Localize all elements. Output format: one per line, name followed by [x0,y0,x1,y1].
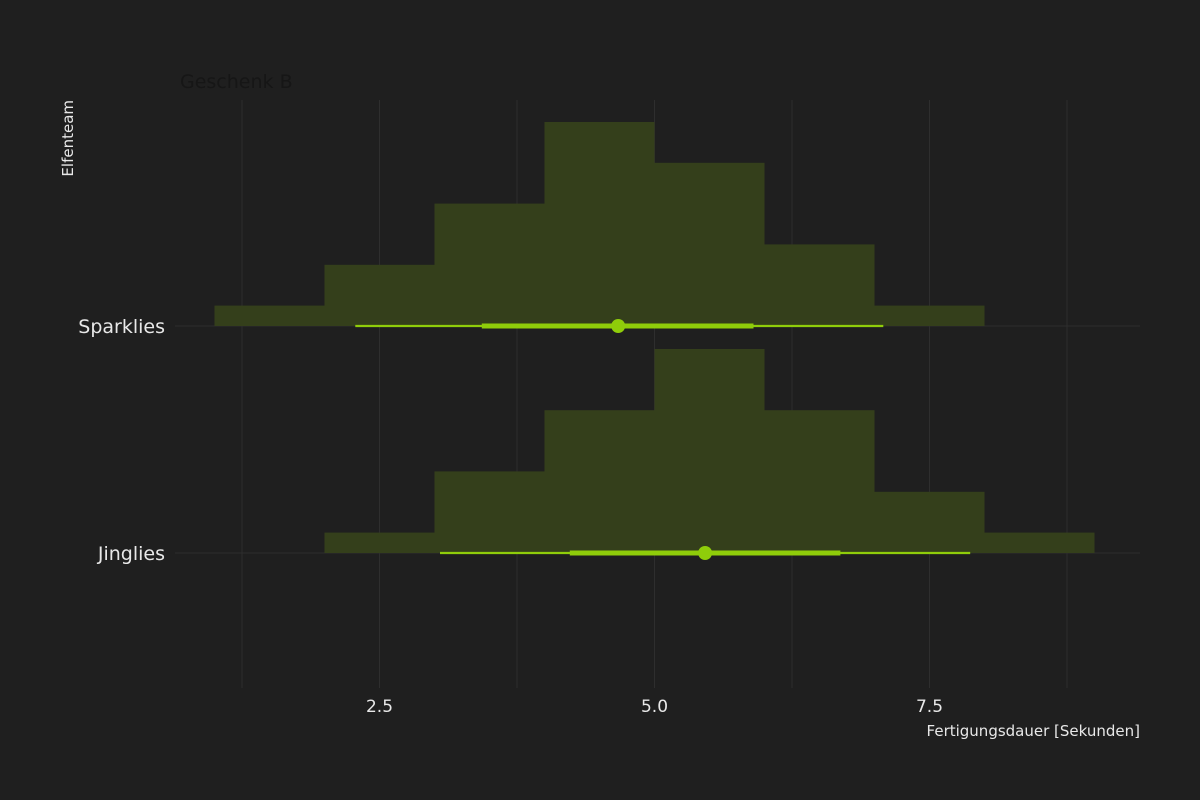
x-tick-label: 5.0 [641,697,668,717]
histogram-bar [764,244,875,326]
histogram-bar [434,471,545,553]
chart-title: Geschenk B [180,71,293,93]
point-estimate [611,319,626,333]
histogram-bar [874,305,985,326]
histogram-bar [324,532,435,553]
y-axis-title: Elfenteam [59,100,77,177]
histogram-bar [214,305,325,326]
tick-labels: 2.5 5.0 7.5 Sparklies Jinglies [78,316,943,717]
y-category-label: Jinglies [97,543,165,565]
histogram-bar [434,203,545,326]
intervals [355,319,971,560]
histogram-bar [654,162,765,326]
y-category-label: Sparklies [78,316,165,338]
x-axis-title: Fertigungsdauer [Sekunden] [927,722,1140,740]
histograms [214,122,1095,553]
histogram-bar [764,410,875,553]
histogram-bar [324,264,435,326]
point-estimate [698,546,713,560]
histogram-bar [654,349,765,553]
histogram-bar [544,122,655,326]
x-tick-label: 7.5 [916,697,943,717]
histogram-bar [874,491,985,553]
histogram-bar [984,532,1095,553]
histogram-bar [544,410,655,553]
x-tick-label: 2.5 [366,697,393,717]
